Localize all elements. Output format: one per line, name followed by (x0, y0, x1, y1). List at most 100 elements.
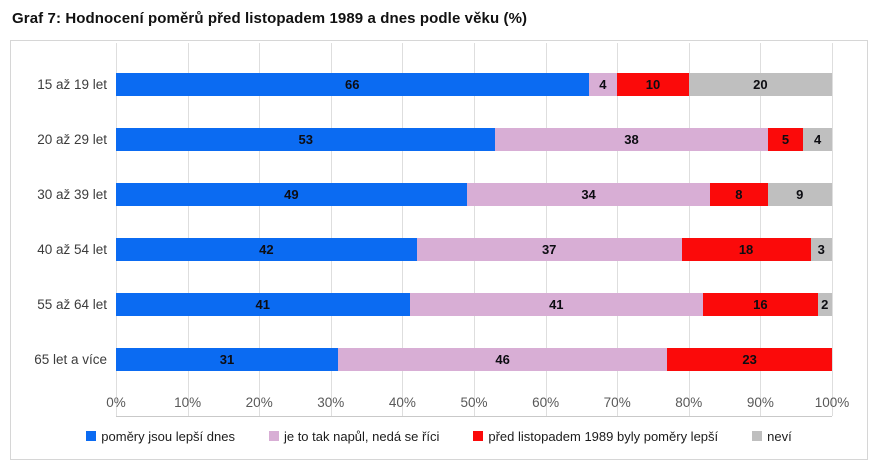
bar-segment: 34 (466, 183, 711, 206)
plot-area: 66 4 10 20 53 38 5 4 49 34 8 9 42 37 18 3 41 41 16 2 31 46 23 … (106, 43, 849, 417)
bar-value-label: 41 (549, 297, 564, 312)
category-label: 65 let a více (34, 352, 107, 367)
bar-value-label: 23 (742, 352, 757, 367)
legend-item: před listopadem 1989 byly poměry lepší (473, 429, 718, 444)
bar-value-label: 4 (814, 132, 822, 147)
bar-segment: 4 (803, 128, 832, 151)
bar-segment: 53 (116, 128, 496, 151)
bar-rows: 66 4 10 20 53 38 5 4 49 34 8 9 42 37 18 3 41 41 16 2 31 46 23 (116, 43, 832, 387)
bar-segment: 4 (588, 73, 618, 96)
legend-label: neví (767, 428, 792, 444)
bar-row: 53 38 5 4 (116, 112, 832, 167)
chart-container: 15 až 19 let 20 až 29 let 30 až 39 let 40 a… (10, 40, 868, 460)
gridline (760, 43, 762, 416)
bar-value-label: 53 (298, 132, 313, 147)
bar-value-label: 9 (796, 187, 804, 202)
legend-item: poměry jsou lepší dnes (86, 429, 235, 444)
bar-segment: 66 (116, 73, 589, 96)
bar-segment: 41 (116, 293, 410, 316)
legend-label: je to tak napůl, nedá se říci (283, 428, 440, 444)
bar-value-label: 66 (345, 77, 360, 92)
bar-segment: 18 (681, 238, 811, 261)
gridline (116, 43, 117, 416)
category-label: 30 až 39 let (37, 187, 107, 202)
x-axis-tick-label: 80% (675, 395, 703, 410)
bar-segment: 16 (703, 293, 818, 316)
y-axis-labels: 15 až 19 let 20 až 29 let 30 až 39 let 40 a… (11, 43, 116, 417)
legend-item: je to tak napůl, nedá se říci (268, 428, 440, 444)
bar-segment: 38 (495, 128, 768, 151)
gridline (545, 43, 547, 416)
bar-value-label: 4 (599, 77, 607, 92)
bar-value-label: 10 (645, 77, 661, 92)
stacked-bar: 53 38 5 4 (116, 128, 832, 151)
gridline (617, 43, 619, 416)
chart-area: 15 až 19 let 20 až 29 let 30 až 39 let 40 a… (11, 43, 867, 417)
bar-value-label: 38 (624, 132, 639, 147)
x-axis-tick-label: 50% (460, 395, 488, 410)
bar-segment: 46 (337, 348, 668, 371)
stacked-bar: 31 46 23 (116, 348, 832, 371)
gridline (474, 43, 475, 416)
grid-layer (116, 43, 833, 417)
bar-value-label: 37 (541, 242, 557, 257)
stacked-bar: 49 34 8 9 (116, 183, 832, 206)
x-axis-tick-label: 100% (814, 395, 850, 410)
bar-segment: 20 (688, 73, 832, 96)
bar-value-label: 42 (259, 242, 274, 257)
stacked-bar: 41 41 16 2 (116, 293, 832, 316)
bar-row: 41 41 16 2 (116, 277, 832, 332)
legend-swatch-icon (268, 431, 279, 441)
gridline (402, 43, 404, 416)
category-label: 40 až 54 let (37, 242, 107, 257)
bar-segment: 49 (116, 183, 467, 206)
bar-value-label: 41 (255, 297, 270, 312)
bar-value-label: 8 (735, 187, 743, 202)
x-axis-tick-label: 70% (603, 395, 631, 410)
bar-segment: 9 (767, 183, 832, 206)
legend: poměry jsou lepší dnes je to tak napůl, n… (11, 417, 867, 459)
bar-row: 49 34 8 9 (116, 167, 832, 222)
stacked-bar: 42 37 18 3 (116, 238, 832, 261)
bar-segment: 2 (817, 293, 832, 316)
bar-value-label: 49 (284, 187, 299, 202)
bar-value-label: 18 (738, 242, 754, 257)
bar-segment: 3 (810, 238, 832, 261)
bar-row: 42 37 18 3 (116, 222, 832, 277)
gridline (688, 43, 690, 416)
legend-swatch-icon (473, 431, 484, 441)
x-axis-tick-label: 90% (746, 395, 774, 410)
bar-value-label: 2 (821, 297, 829, 312)
x-axis-tick-label: 0% (106, 395, 126, 410)
category-label: 20 až 29 let (37, 132, 107, 147)
category-label: 55 až 64 let (37, 297, 107, 312)
bar-segment: 42 (116, 238, 417, 261)
legend-swatch-icon (86, 431, 97, 441)
x-axis-tick-label: 10% (174, 395, 202, 410)
gridline (187, 43, 189, 416)
bar-row: 66 4 10 20 (116, 57, 832, 112)
bar-segment: 23 (667, 348, 832, 371)
legend-label: před listopadem 1989 byly poměry lepší (488, 428, 719, 444)
bar-value-label: 16 (753, 297, 768, 312)
bar-segment: 5 (767, 128, 804, 151)
bar-value-label: 3 (817, 242, 825, 257)
bar-value-label: 20 (753, 77, 768, 92)
stacked-bar: 66 4 10 20 (116, 73, 832, 96)
x-axis-tick-label: 60% (532, 395, 560, 410)
bar-segment: 8 (710, 183, 768, 206)
gridline (832, 43, 833, 416)
legend-item: neví (752, 429, 792, 444)
bar-segment: 41 (409, 293, 704, 316)
bar-row: 31 46 23 (116, 332, 832, 387)
gridline (259, 43, 261, 416)
bar-value-label: 5 (781, 132, 790, 147)
legend-swatch-icon (752, 431, 763, 441)
x-axis: 0% 10% 20% 30% 40% 50% 60% 70% 80% 90% 100% (106, 387, 849, 417)
legend-label: poměry jsou lepší dnes (101, 428, 235, 444)
bar-segment: 31 (116, 348, 338, 371)
bar-segment: 10 (617, 73, 689, 96)
bar-value-label: 46 (495, 352, 510, 367)
x-axis-tick-label: 30% (317, 395, 345, 410)
